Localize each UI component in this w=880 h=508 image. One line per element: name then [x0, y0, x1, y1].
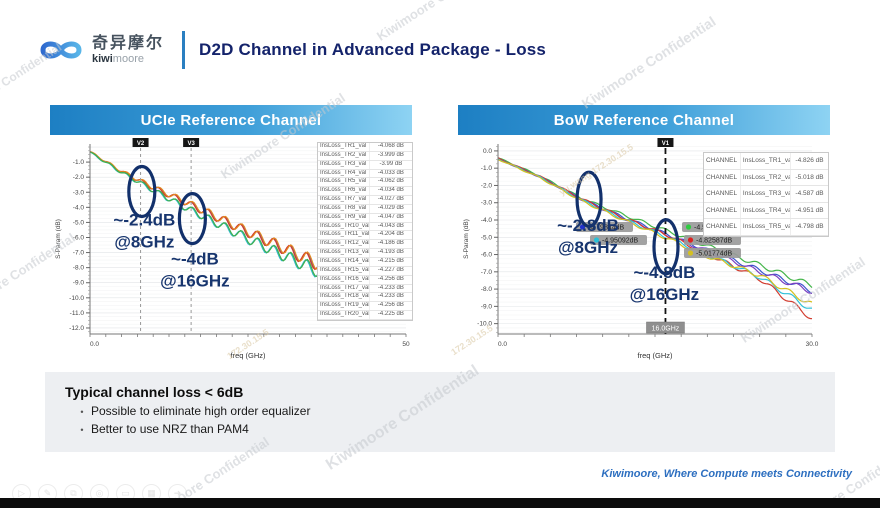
- svg-text:0.0: 0.0: [498, 341, 507, 348]
- svg-text:V2: V2: [137, 141, 145, 147]
- svg-text:@8GHz: @8GHz: [114, 232, 174, 251]
- svg-text:freq (GHz): freq (GHz): [230, 351, 266, 360]
- svg-text:-2.0: -2.0: [481, 182, 493, 189]
- series-CH_red: [497, 157, 813, 320]
- svg-text:S-Param (dB): S-Param (dB): [463, 219, 470, 259]
- bow-chart-panel: 0.0 -1.0 -2.0 -3.0 -4.0 -5.0 -6.0 -7.0 -8.0 -9.0 -…: [458, 138, 830, 370]
- bow-panel-header: BoW Reference Channel: [458, 105, 830, 135]
- svg-text:-4.95092dB: -4.95092dB: [602, 238, 639, 245]
- svg-text:-5.0: -5.0: [73, 219, 85, 226]
- svg-text:freq (GHz): freq (GHz): [637, 351, 673, 360]
- svg-text:16.0GHz: 16.0GHz: [652, 326, 680, 333]
- bow-legend-table: CHANNEL InsLoss_TR1_val -4.826 dB CHANNEL In…: [703, 152, 829, 237]
- ucie-panel-header: UCIe Reference Channel: [50, 105, 412, 135]
- svg-text:-4.79844dB: -4.79844dB: [588, 225, 625, 232]
- bottom-bar: [0, 498, 880, 508]
- svg-text:-5.01774dB: -5.01774dB: [696, 251, 733, 258]
- table-row: InsLoss_TR7_val -4.027 dB: [318, 196, 412, 205]
- svg-text:-12.0: -12.0: [69, 325, 84, 332]
- footer-tagline: Kiwimoore, Where Compute meets Connectiv…: [601, 468, 852, 480]
- svg-text:~-4.8dB: ~-4.8dB: [633, 263, 695, 282]
- svg-text:V3: V3: [187, 141, 195, 147]
- page-title: D2D Channel in Advanced Package - Loss: [199, 40, 547, 59]
- svg-text:-6.0: -6.0: [73, 234, 85, 241]
- svg-text:-2.0: -2.0: [73, 174, 85, 181]
- watermark-text: Kiwimoore Confidential: [578, 13, 719, 112]
- svg-text:-8.0: -8.0: [73, 265, 85, 272]
- svg-text:30.0: 30.0: [806, 341, 819, 348]
- table-row: InsLoss_TR3_val -3.99 dB: [318, 160, 412, 170]
- svg-text:-7.0: -7.0: [73, 250, 85, 257]
- table-row: InsLoss_TR10_val -4.043 dB: [318, 222, 412, 232]
- bow-chart-canvas: 0.0 -1.0 -2.0 -3.0 -4.0 -5.0 -6.0 -7.0 -8.0 -9.0 -…: [463, 138, 819, 360]
- table-row: InsLoss_TR1_val -4.068 dB: [318, 143, 412, 152]
- svg-text:-9.0: -9.0: [73, 280, 85, 287]
- slide-header: 奇异摩尔 kiwimoore D2D Channel in Advanced P…: [38, 28, 546, 72]
- svg-text:-7.0: -7.0: [481, 269, 493, 276]
- table-row: InsLoss_TR17_val -4.233 dB: [318, 284, 412, 294]
- table-row: InsLoss_TR2_val -3.999 dB: [318, 151, 412, 161]
- svg-text:-4.0: -4.0: [481, 217, 493, 224]
- svg-text:V1: V1: [662, 141, 670, 147]
- svg-text:-9.0: -9.0: [481, 303, 493, 310]
- series-CH_green: [497, 157, 813, 289]
- summary-bullet: • Possible to eliminate high order equali…: [73, 404, 835, 420]
- logo-chinese: 奇异摩尔: [92, 34, 165, 52]
- svg-text:S-Param (dB): S-Param (dB): [55, 219, 62, 259]
- table-row: CHANNEL InsLoss_TR3_val -4.587 dB: [704, 186, 828, 203]
- svg-text:-6.0: -6.0: [481, 252, 493, 259]
- table-row: InsLoss_TR6_val -4.034 dB: [318, 187, 412, 197]
- title-divider: [182, 31, 186, 69]
- infinity-logo-icon: [40, 41, 82, 59]
- svg-text:~-4dB: ~-4dB: [171, 250, 219, 269]
- svg-text:@16GHz: @16GHz: [630, 285, 700, 304]
- logo-text: 奇异摩尔 kiwimoore: [92, 34, 165, 65]
- svg-text:-4.82587dB: -4.82587dB: [696, 238, 733, 245]
- svg-text:-4.0: -4.0: [73, 204, 85, 211]
- svg-text:0.0: 0.0: [90, 341, 99, 348]
- table-row: CHANNEL InsLoss_TR5_val -4.798 dB: [704, 219, 828, 236]
- svg-text:-1.0: -1.0: [73, 159, 85, 166]
- svg-text:-3.0: -3.0: [481, 200, 493, 207]
- svg-text:~-2.8dB: ~-2.8dB: [557, 216, 619, 235]
- svg-text:-1.0: -1.0: [481, 165, 493, 172]
- svg-text:-10.0: -10.0: [477, 321, 492, 328]
- table-row: InsLoss_TR13_val -4.193 dB: [318, 249, 412, 258]
- table-row: InsLoss_TR5_val -4.062 dB: [318, 178, 412, 188]
- summary-box: Typical channel loss < 6dB • Possible to …: [45, 372, 835, 452]
- table-row: InsLoss_TR14_val -4.215 dB: [318, 257, 412, 267]
- table-row: InsLoss_TR18_val -4.233 dB: [318, 293, 412, 303]
- ucie-chart-panel: -1.0 -2.0 -3.0 -4.0 -5.0 -6.0 -7.0 -8.0 -9.0 -10.…: [50, 138, 413, 370]
- table-row: CHANNEL InsLoss_TR1_val -4.826 dB: [704, 153, 828, 170]
- svg-text:-3.0: -3.0: [73, 189, 85, 196]
- table-row: InsLoss_TR19_val -4.256 dB: [318, 302, 412, 312]
- table-row: CHANNEL InsLoss_TR2_val -5.018 dB: [704, 169, 828, 187]
- logo-english: kiwimoore: [92, 52, 144, 65]
- table-row: InsLoss_TR11_val -4.204 dB: [318, 231, 412, 241]
- bullet-dot-icon: •: [80, 425, 84, 435]
- svg-text:50: 50: [402, 341, 410, 348]
- table-row: InsLoss_TR9_val -4.047 dB: [318, 213, 412, 223]
- table-row: InsLoss_TR8_val -4.029 dB: [318, 204, 412, 214]
- ucie-legend-table: InsLoss_TR1_val -4.068 dB InsLoss_TR2_val -…: [317, 142, 413, 321]
- table-row: InsLoss_TR16_val -4.256 dB: [318, 275, 412, 285]
- svg-text:-10.0: -10.0: [69, 295, 84, 302]
- summary-bullets: • Possible to eliminate high order equali…: [45, 404, 835, 438]
- svg-text:0.0: 0.0: [483, 148, 492, 155]
- summary-bullet: • Better to use NRZ than PAM4: [73, 422, 835, 438]
- svg-text:-11.0: -11.0: [70, 310, 85, 317]
- svg-text:@16GHz: @16GHz: [160, 272, 230, 291]
- table-row: InsLoss_TR12_val -4.186 dB: [318, 240, 412, 250]
- svg-text:-5.0: -5.0: [481, 234, 493, 241]
- bullet-dot-icon: •: [80, 407, 84, 417]
- table-row: CHANNEL InsLoss_TR4_val -4.951 dB: [704, 202, 828, 220]
- table-row: InsLoss_TR4_val -4.033 dB: [318, 169, 412, 179]
- svg-text:@8GHz: @8GHz: [558, 238, 618, 257]
- svg-text:-8.0: -8.0: [481, 286, 493, 293]
- svg-text:~-2.4dB: ~-2.4dB: [113, 210, 175, 229]
- table-row: InsLoss_TR15_val -4.227 dB: [318, 266, 412, 276]
- table-row: InsLoss_TR20_val -4.225 dB: [318, 311, 412, 320]
- summary-heading: Typical channel loss < 6dB: [65, 384, 244, 400]
